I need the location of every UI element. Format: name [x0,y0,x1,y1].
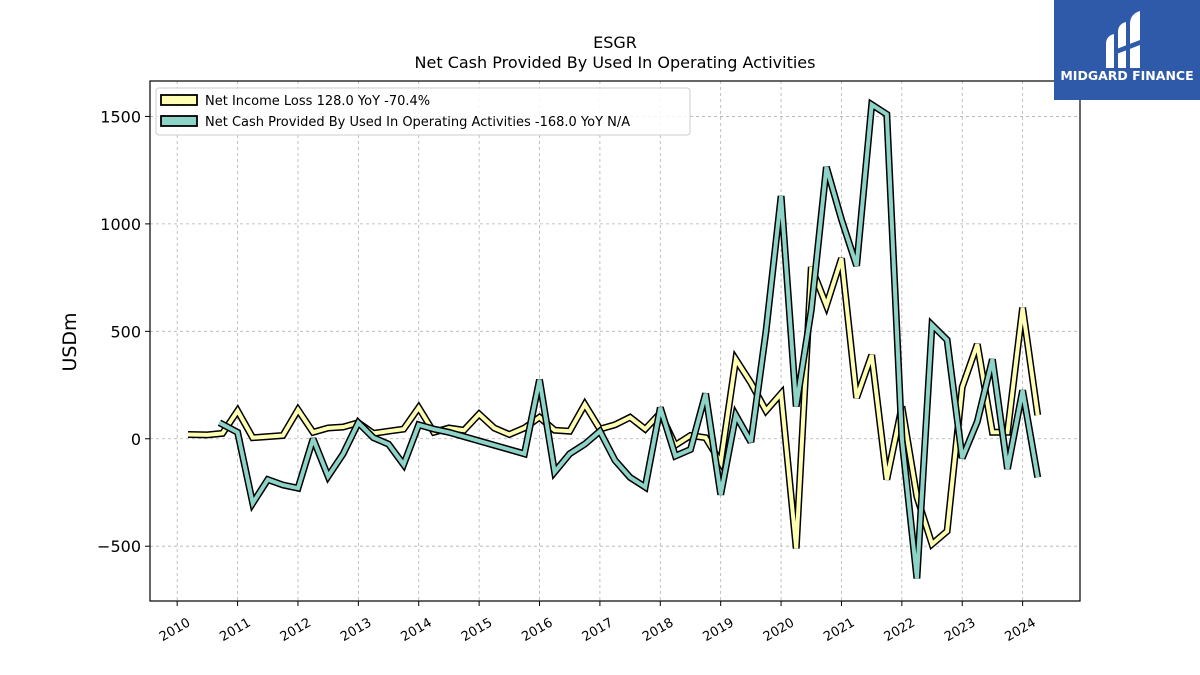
x-tick-label: 2016 [519,615,555,645]
midgard-logo-icon [1106,11,1140,68]
x-tick-label: 2014 [399,615,435,645]
x-tick-label: 2022 [882,615,918,645]
x-tick-label: 2013 [338,615,374,645]
y-tick-label: 1500 [100,107,141,126]
x-tick-label: 2021 [821,615,857,645]
legend-swatch-1 [160,115,198,127]
x-axis: 2010 2011 2012 2013 2014 2015 2016 2017 2018 2019… [157,601,1039,645]
legend-swatch-0 [160,94,198,106]
y-tick-label: 1000 [100,215,141,234]
x-tick-label: 2024 [1002,615,1038,645]
chart-title: ESGR [593,33,637,52]
x-tick-label: 2010 [157,615,193,645]
x-tick-label: 2015 [459,615,495,645]
legend-label-1: Net Cash Provided By Used In Operating A… [205,115,630,130]
x-tick-label: 2019 [701,615,737,645]
legend-label-0: Net Income Loss 128.0 YoY -70.4% [205,94,430,109]
plot-frame [149,80,1081,602]
x-tick-label: 2023 [942,615,978,645]
series-outline-1 [217,98,1042,579]
series-line-0 [187,257,1040,549]
x-tick-label: 2011 [217,615,253,645]
x-tick-label: 2017 [580,615,616,645]
y-tick-label: 0 [131,430,141,449]
legend: Net Income Loss 128.0 YoY -70.4% Net Cash… [155,87,691,136]
y-axis-label: USDm [59,312,81,371]
x-tick-label: 2018 [640,615,676,645]
y-tick-label: 500 [110,322,141,341]
midgard-finance-logo: MIDGARD FINANCE [1054,0,1200,100]
logo-text: MIDGARD FINANCE [1060,68,1194,83]
series-line-1 [218,101,1040,579]
grid [150,81,1080,601]
x-tick-label: 2012 [278,615,314,645]
x-tick-label: 2020 [761,615,797,645]
legend-box [155,87,691,136]
y-axis: −500 0 500 1000 1500 [97,107,150,556]
series-lines [187,98,1042,579]
y-tick-label: −500 [97,537,141,556]
chart-subtitle: Net Cash Provided By Used In Operating A… [415,53,816,72]
